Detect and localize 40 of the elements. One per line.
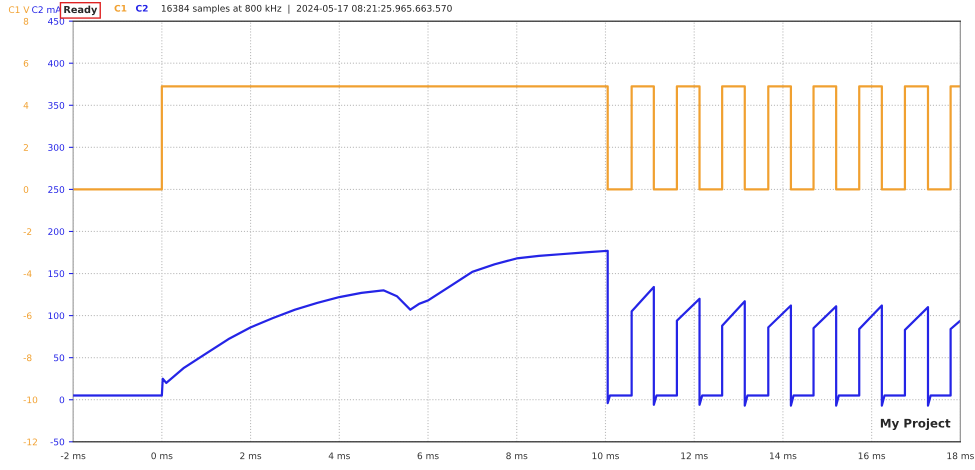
annotation: My Project [880,418,950,430]
text: C1 [114,4,126,12]
y-tick-label: -4 [24,270,32,277]
x-tick-label: 14 ms [770,452,796,460]
y-tick-label: -8 [24,354,32,362]
y2-tick-label: 0 [60,396,64,404]
x-tick-label: 4 ms [328,452,350,460]
y-tick-label: -6 [24,312,32,320]
y-tick-label: 2 [24,144,28,151]
y-tick-label: -2 [24,228,32,235]
y-tick-label: 6 [24,60,28,67]
x-tick-label: 6 ms [418,452,439,460]
x-tick-label: -2 ms [60,452,86,460]
text: 16384 samples at 800 kHz | 2024-05-17 08:21:25.965.663.570 [162,4,452,14]
text: C2 [136,4,148,12]
y-tick-label: -12 [24,438,37,446]
y2-tick-label: 350 [48,102,64,109]
y-tick-label: 0 [24,186,28,193]
x-tick-label: 18 ms [947,452,974,460]
text: Ready [64,6,98,16]
y2-tick-label: 400 [48,60,64,67]
y2-tick-label: 100 [48,312,64,320]
y2-tick-label: -50 [50,438,64,446]
y2-tick-label: 300 [48,144,64,151]
x-tick-label: 0 ms [151,452,172,460]
y2-tick-label: 50 [54,354,64,362]
y-axis-title: C1 V [8,6,30,14]
y-tick-label: -10 [24,396,38,404]
y2-tick-label: 450 [48,18,64,25]
y2-tick-label: 200 [48,228,64,236]
line-series [73,250,960,407]
x-tick-label: 8 ms [506,452,528,460]
x-tick-label: 12 ms [681,452,708,460]
y-tick-label: 4 [24,102,28,109]
y2-tick-label: 150 [48,270,64,278]
x-tick-label: 10 ms [592,452,619,460]
y-tick-label: 8 [24,18,28,25]
x-tick-label: 2 ms [240,452,262,460]
x-tick-label: 16 ms [858,452,886,460]
y2-tick-label: 250 [48,186,64,193]
